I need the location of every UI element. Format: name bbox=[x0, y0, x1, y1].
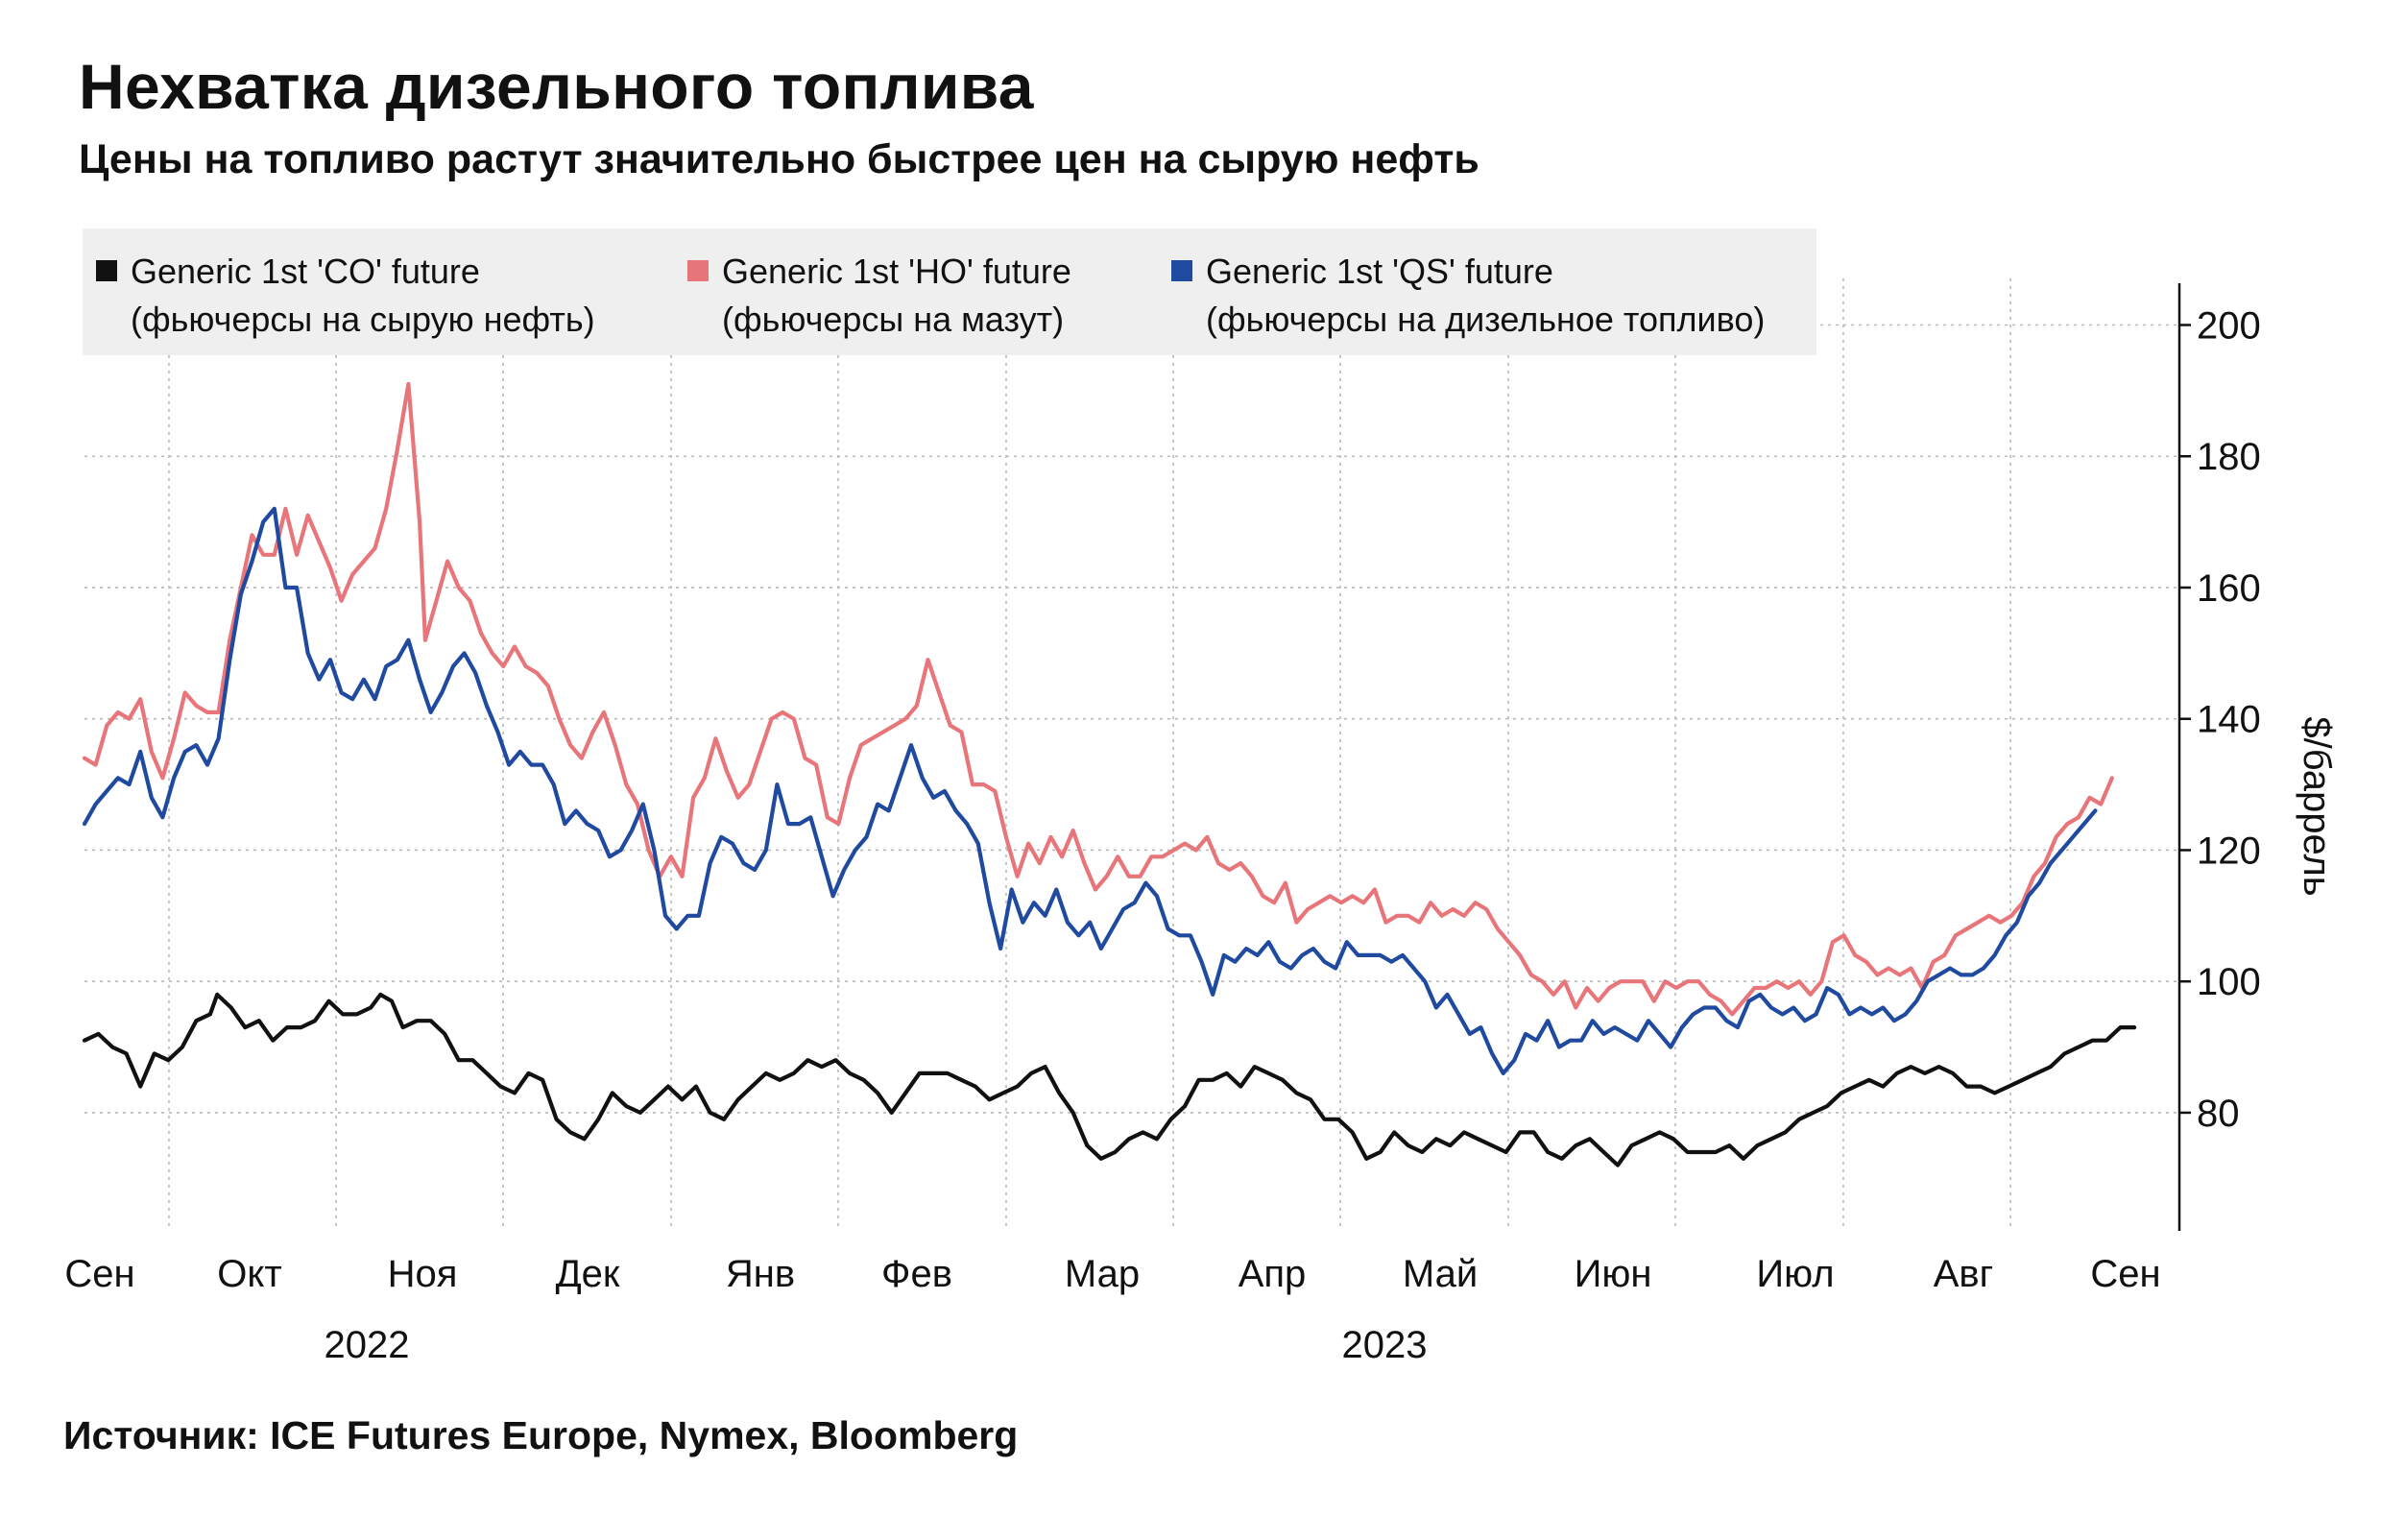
legend-swatch-ho bbox=[687, 260, 709, 281]
x-tick-label-8: Май bbox=[1403, 1253, 1478, 1295]
y-tick-label-140: 140 bbox=[2197, 699, 2261, 741]
legend-item-qs: Generic 1st 'QS' future (фьючерсы на диз… bbox=[1171, 252, 1765, 339]
legend-label-ho: Generic 1st 'HO' future bbox=[722, 252, 1071, 291]
axis-layer: 80 100 120 140 160 180 200 Сен Окт Ноя Дек Янв Фев Ма… bbox=[64, 283, 2261, 1366]
legend-note-qs: (фьючерсы на дизельное топливо) bbox=[1206, 300, 1765, 339]
x-tick-label-12: Сен bbox=[2090, 1253, 2160, 1295]
legend-label-co: Generic 1st 'CO' future bbox=[131, 252, 480, 291]
series-line-qs bbox=[82, 506, 2098, 1075]
y-axis-title: $/баррель bbox=[2296, 716, 2338, 896]
x-tick-label-3: Дек bbox=[556, 1253, 620, 1295]
year-label-2022: 2022 bbox=[325, 1324, 410, 1366]
y-tick-label-80: 80 bbox=[2197, 1093, 2240, 1135]
y-tick-label-160: 160 bbox=[2197, 567, 2261, 610]
x-tick-label-4: Янв bbox=[726, 1253, 795, 1295]
x-tick-label-5: Фев bbox=[881, 1253, 952, 1295]
x-tick-label-0: Сен bbox=[64, 1253, 134, 1295]
x-tick-label-9: Июн bbox=[1575, 1253, 1652, 1295]
y-tick-label-120: 120 bbox=[2197, 830, 2261, 872]
legend-item-co: Generic 1st 'CO' future (фьючерсы на сыр… bbox=[96, 252, 595, 339]
year-label-2023: 2023 bbox=[1342, 1324, 1428, 1366]
y-tick-label-100: 100 bbox=[2197, 961, 2261, 1003]
series-line-ho bbox=[82, 381, 2114, 1017]
legend-item-ho: Generic 1st 'HO' future (фьючерсы на маз… bbox=[687, 252, 1071, 339]
grid-layer bbox=[84, 278, 2179, 1231]
legend-label-qs: Generic 1st 'QS' future bbox=[1206, 252, 1553, 291]
y-tick-label-180: 180 bbox=[2197, 436, 2261, 478]
legend-swatch-qs bbox=[1171, 260, 1192, 281]
x-tick-label-7: Апр bbox=[1239, 1253, 1307, 1295]
legend-swatch-co bbox=[96, 260, 117, 281]
x-tick-label-11: Авг bbox=[1934, 1253, 1994, 1295]
chart-subtitle: Цены на топливо растут значительно быстр… bbox=[79, 136, 1479, 182]
x-tick-label-1: Окт bbox=[217, 1253, 281, 1295]
series-line-co bbox=[82, 992, 2137, 1167]
x-tick-label-2: Ноя bbox=[388, 1253, 458, 1295]
legend-box bbox=[83, 229, 1816, 355]
chart-title: Нехватка дизельного топлива bbox=[79, 51, 1034, 122]
legend-note-ho: (фьючерсы на мазут) bbox=[722, 300, 1064, 339]
x-tick-label-10: Июл bbox=[1756, 1253, 1834, 1295]
y-tick-label-200: 200 bbox=[2197, 305, 2261, 348]
legend-note-co: (фьючерсы на сырую нефть) bbox=[131, 300, 595, 339]
source-note: Источник: ICE Futures Europe, Nymex, Blo… bbox=[63, 1413, 1019, 1457]
series-layer bbox=[82, 381, 2137, 1167]
x-tick-label-6: Мар bbox=[1065, 1253, 1140, 1295]
